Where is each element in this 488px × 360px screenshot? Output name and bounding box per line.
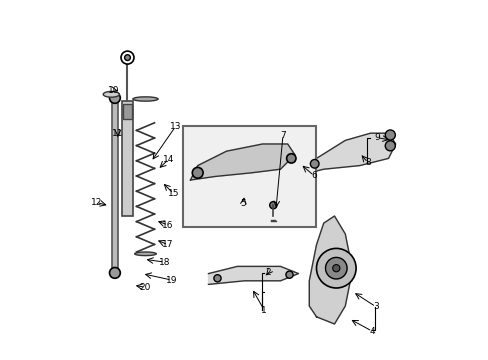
Circle shape <box>385 130 394 140</box>
Text: 19: 19 <box>166 276 177 284</box>
Bar <box>183 126 316 227</box>
Circle shape <box>109 93 120 103</box>
Circle shape <box>269 202 276 209</box>
Text: 11: 11 <box>112 129 123 138</box>
Polygon shape <box>309 133 395 173</box>
Text: 12: 12 <box>90 198 102 207</box>
Text: 10: 10 <box>108 86 120 95</box>
Circle shape <box>213 275 221 282</box>
Circle shape <box>385 141 394 151</box>
Text: 7: 7 <box>280 131 285 140</box>
Text: 16: 16 <box>162 220 174 230</box>
Polygon shape <box>190 144 294 180</box>
Ellipse shape <box>133 97 158 101</box>
Circle shape <box>192 167 203 178</box>
Polygon shape <box>208 266 298 284</box>
Ellipse shape <box>134 252 156 256</box>
Text: 20: 20 <box>140 283 151 292</box>
Circle shape <box>285 271 292 278</box>
Text: 14: 14 <box>163 155 174 163</box>
Text: 3: 3 <box>372 302 378 311</box>
Text: 13: 13 <box>169 122 181 131</box>
Text: 17: 17 <box>162 240 174 249</box>
Text: 4: 4 <box>369 327 374 336</box>
Text: 15: 15 <box>167 189 179 198</box>
Bar <box>122 101 133 216</box>
Bar <box>112 101 118 270</box>
Bar <box>123 104 132 119</box>
Circle shape <box>310 159 318 168</box>
Text: 5: 5 <box>240 199 246 208</box>
Circle shape <box>286 154 295 163</box>
Circle shape <box>109 267 120 278</box>
Text: 6: 6 <box>310 171 316 180</box>
Ellipse shape <box>103 91 119 97</box>
Text: 2: 2 <box>264 269 270 277</box>
Text: 8: 8 <box>365 158 370 167</box>
Circle shape <box>325 257 346 279</box>
Polygon shape <box>309 216 352 324</box>
Text: 9: 9 <box>373 133 379 142</box>
Text: 18: 18 <box>159 258 170 266</box>
Circle shape <box>316 248 355 288</box>
Circle shape <box>124 55 130 60</box>
Text: 1: 1 <box>261 306 266 315</box>
Circle shape <box>332 265 339 272</box>
